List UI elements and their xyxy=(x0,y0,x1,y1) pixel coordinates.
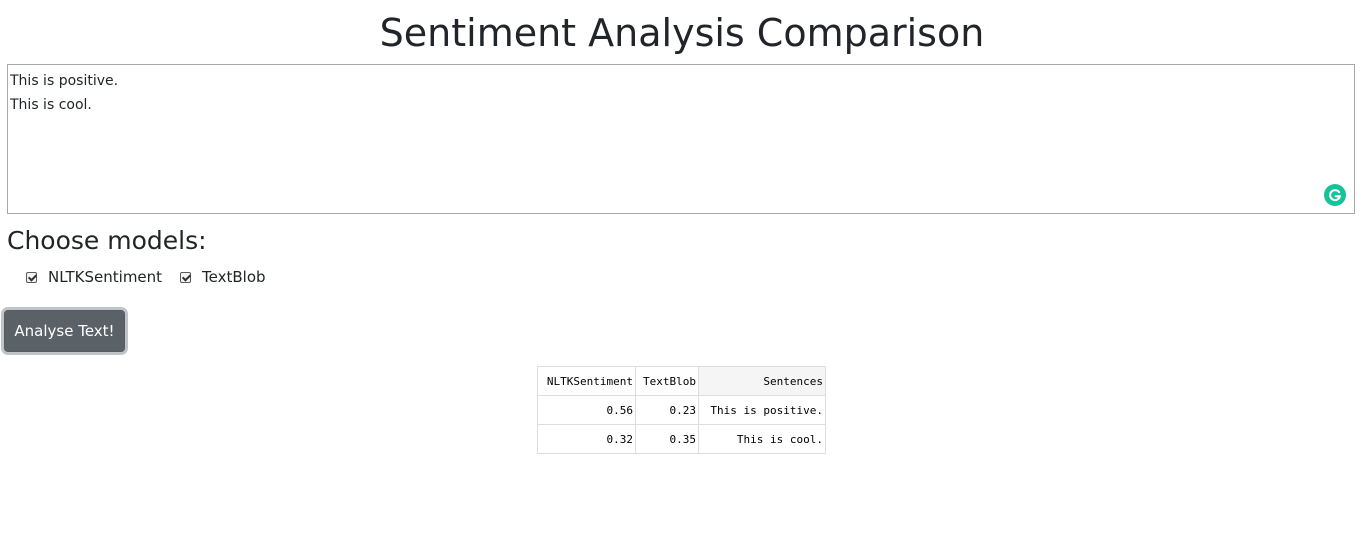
nltksentiment-label: NLTKSentiment xyxy=(48,268,163,286)
textblob-label: TextBlob xyxy=(202,268,266,286)
model-option-textblob[interactable]: TextBlob xyxy=(180,268,266,286)
grammarly-g-icon[interactable] xyxy=(1324,184,1346,206)
table-row: 0.56 0.23 This is positive. xyxy=(537,395,826,425)
column-header-nltksentiment[interactable]: NLTKSentiment xyxy=(537,366,636,396)
textblob-checkbox[interactable] xyxy=(180,271,192,283)
table-row: 0.32 0.35 This is cool. xyxy=(537,424,826,454)
nltksentiment-checkbox[interactable] xyxy=(26,271,37,283)
textblob-cell: 0.35 xyxy=(635,424,699,454)
text-input[interactable]: This is positive. This is cool. xyxy=(7,64,1355,214)
model-option-nltksentiment[interactable]: NLTKSentiment xyxy=(26,268,162,286)
textblob-cell: 0.23 xyxy=(635,395,699,425)
column-header-sentences[interactable]: Sentences xyxy=(698,366,826,396)
sentence-cell: This is positive. xyxy=(698,395,826,425)
results-table: NLTKSentiment TextBlob Sentences 0.56 0.… xyxy=(537,366,826,454)
models-heading: Choose models: xyxy=(7,226,207,255)
page-title: Sentiment Analysis Comparison xyxy=(379,11,985,55)
nltksentiment-cell: 0.32 xyxy=(537,424,636,454)
sentence-cell: This is cool. xyxy=(698,424,826,454)
column-header-textblob[interactable]: TextBlob xyxy=(635,366,699,396)
table-header-row: NLTKSentiment TextBlob Sentences xyxy=(537,366,826,396)
model-checkbox-group: NLTKSentiment TextBlob xyxy=(26,266,284,288)
nltksentiment-cell: 0.56 xyxy=(537,395,636,425)
text-input-container: This is positive. This is cool. xyxy=(7,64,1355,214)
analyse-text-button[interactable]: Analyse Text! xyxy=(4,310,125,352)
